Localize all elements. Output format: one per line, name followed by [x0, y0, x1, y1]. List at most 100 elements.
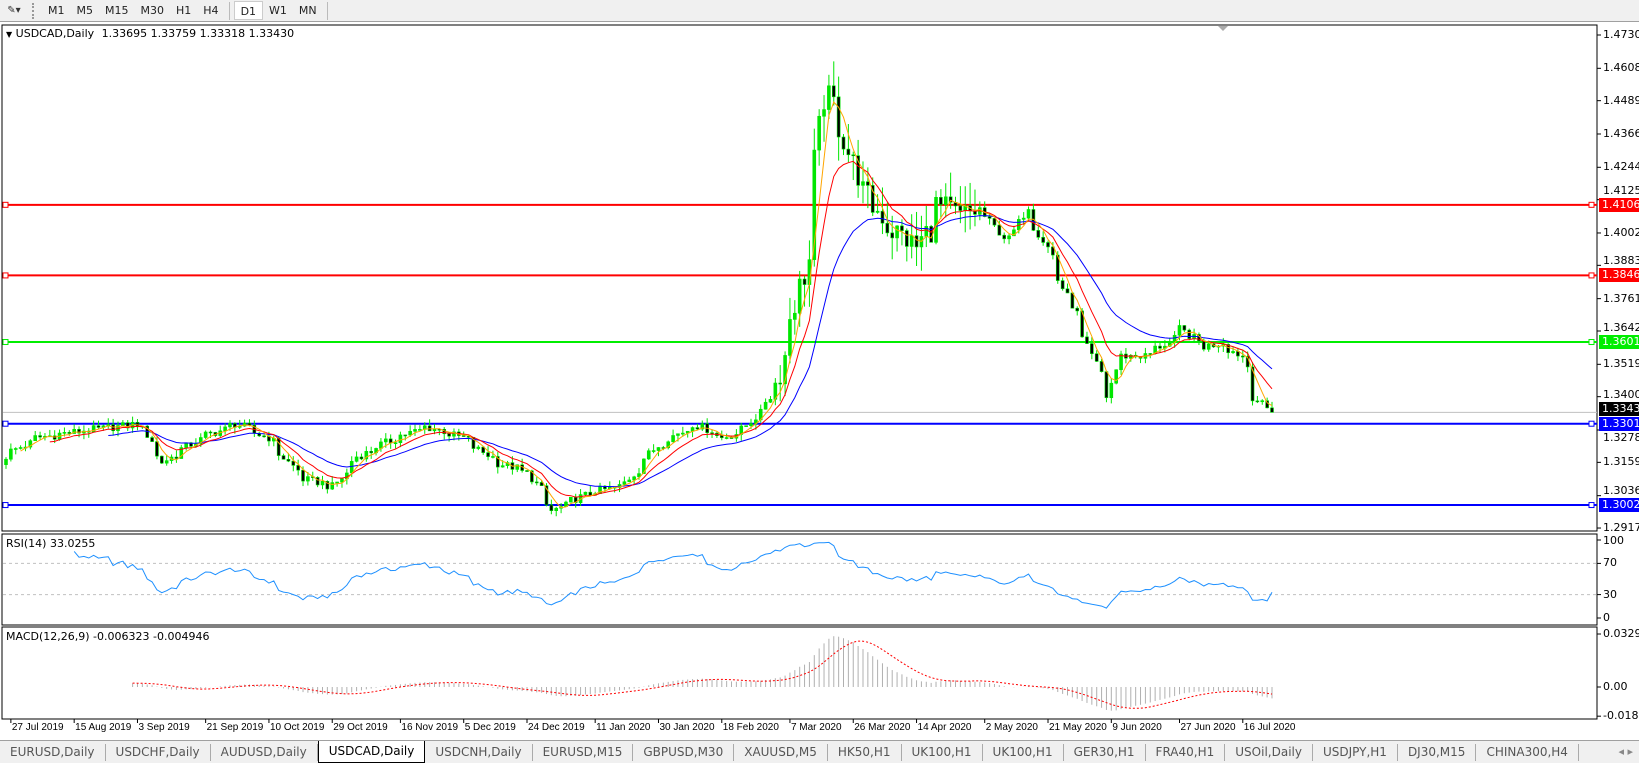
chart-tab[interactable]: DJ30,M15 — [1398, 743, 1477, 761]
bear-candle — [208, 431, 213, 434]
date-axis-label: 5 Dec 2019 — [464, 722, 516, 733]
bull-candle — [72, 429, 76, 434]
chart-tab[interactable]: AUDUSD,Daily — [211, 743, 318, 761]
bear-candle — [150, 437, 154, 442]
timeframe-h1[interactable]: H1 — [176, 4, 192, 17]
chart-tab[interactable]: EURUSD,Daily — [0, 743, 106, 761]
date-axis-label: 9 Jun 2020 — [1112, 722, 1162, 733]
chart-tab[interactable]: CHINA300,H4 — [1476, 743, 1579, 761]
date-axis-label: 18 Feb 2020 — [722, 722, 779, 733]
bear-candle — [1060, 280, 1065, 290]
timeframe-m30[interactable]: M30 — [140, 4, 165, 17]
bear-candle — [987, 216, 992, 219]
bear-candle — [958, 205, 963, 211]
chart-tab[interactable]: XAUUSD,M5 — [734, 743, 828, 761]
line-handle — [1588, 272, 1595, 279]
date-axis-label: 3 Sep 2019 — [138, 722, 190, 733]
tab-scroll-arrows-icon[interactable]: ◂ ▸ — [1614, 745, 1633, 758]
bear-candle — [1187, 329, 1192, 339]
chart-tab[interactable]: USDCNH,Daily — [425, 743, 533, 761]
bear-candle — [359, 456, 364, 460]
bear-candle — [1250, 366, 1255, 402]
bear-candle — [160, 455, 164, 464]
bear-candle — [1085, 336, 1089, 344]
chart-tab[interactable]: UK100,H1 — [902, 743, 983, 761]
chart-tab[interactable]: GER30,H1 — [1064, 743, 1146, 761]
chart-tab[interactable]: USDCHF,Daily — [106, 743, 211, 761]
bull-candle — [1206, 343, 1211, 350]
chart-tab[interactable]: USDJPY,H1 — [1313, 743, 1398, 761]
toolbar-grip[interactable] — [32, 2, 38, 19]
timeframe-m15[interactable]: M15 — [105, 4, 129, 17]
price-axis-label: 1.47305 — [1603, 28, 1639, 41]
chart-tab[interactable]: EURUSD,M15 — [533, 743, 634, 761]
date-axis-label: 14 Apr 2020 — [917, 722, 972, 733]
bear-candle — [1090, 343, 1094, 354]
bear-candle — [544, 485, 549, 506]
bull-candle — [1128, 354, 1133, 359]
macd-panel-frame — [1, 626, 1598, 720]
price-axis-label: 1.34005 — [1603, 387, 1639, 401]
bear-candle — [885, 222, 890, 234]
hline-price-label: 1.41060 — [1599, 197, 1639, 212]
line-handle — [2, 201, 9, 208]
line-handle — [1588, 201, 1595, 208]
bull-candle — [179, 447, 184, 459]
bull-candle — [228, 423, 232, 428]
chart-tab[interactable]: FRA40,H1 — [1146, 743, 1226, 761]
chart-tab[interactable]: GBPUSD,M30 — [633, 743, 735, 761]
rsi-axis-label: 0 — [1603, 611, 1610, 624]
bear-candle — [992, 218, 997, 226]
collapse-triangle-icon[interactable]: ▼ — [6, 30, 13, 39]
bear-candle — [549, 504, 554, 511]
bull-candle — [383, 438, 388, 443]
bull-candle — [724, 437, 729, 439]
bull-candle — [432, 428, 437, 432]
chart-tab[interactable]: HK50,H1 — [828, 743, 902, 761]
date-axis-label: 21 Sep 2019 — [206, 722, 264, 733]
bull-candle — [476, 446, 481, 449]
bull-candle — [924, 226, 929, 237]
bull-candle — [656, 447, 661, 451]
price-axis-label: 1.46080 — [1603, 61, 1639, 75]
bear-candle — [588, 491, 593, 496]
timeframe-h4[interactable]: H4 — [203, 4, 219, 17]
bull-candle — [223, 426, 227, 432]
ma-fast-line — [20, 101, 1273, 509]
timeframe-d1[interactable]: D1 — [233, 1, 264, 20]
bull-candle — [1177, 325, 1182, 336]
bull-candle — [1167, 341, 1172, 347]
shift-marker-icon — [1218, 26, 1228, 31]
bull-candle — [622, 481, 627, 485]
price-axis-label: 1.29175 — [1603, 521, 1639, 535]
bear-candle — [447, 433, 451, 437]
bull-candle — [1021, 217, 1026, 220]
bear-candle — [111, 424, 115, 432]
bear-candle — [831, 85, 836, 98]
bear-candle — [286, 458, 291, 462]
current-price-label: 1.33430 — [1599, 401, 1639, 416]
bear-candle — [1070, 292, 1075, 309]
bear-candle — [495, 456, 500, 468]
chart-tab[interactable]: USOil,Daily — [1225, 743, 1313, 761]
chart-tab[interactable]: UK100,H1 — [983, 743, 1064, 761]
macd-axis-label: 0.032972 — [1603, 627, 1639, 640]
price-axis-label: 1.44890 — [1603, 93, 1639, 107]
date-axis-label: 15 Aug 2019 — [75, 722, 132, 733]
timeframe-mn[interactable]: MN — [298, 4, 317, 17]
date-axis-label: 29 Oct 2019 — [333, 722, 388, 733]
rsi-axis-label: 30 — [1603, 587, 1617, 601]
bear-candle — [914, 235, 919, 248]
chart-tab[interactable]: USDCAD,Daily — [317, 741, 426, 763]
timeframe-m5[interactable]: M5 — [76, 4, 94, 17]
rsi-panel-frame — [1, 533, 1598, 626]
date-axis-label: 27 Jun 2020 — [1180, 722, 1236, 733]
timeframe-m1[interactable]: M1 — [48, 4, 65, 17]
timeframe-w1[interactable]: W1 — [269, 4, 287, 17]
chart-canvas[interactable] — [0, 0, 1639, 740]
bear-candle — [325, 481, 330, 490]
bear-candle — [856, 155, 860, 186]
bear-candle — [539, 482, 544, 486]
bear-candle — [38, 435, 42, 438]
line-studies-icon[interactable]: ✎▾ — [7, 5, 21, 16]
